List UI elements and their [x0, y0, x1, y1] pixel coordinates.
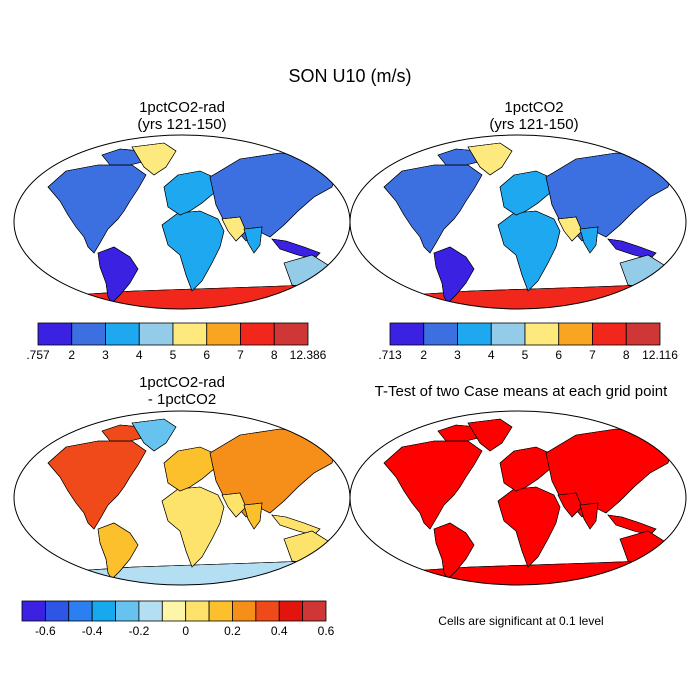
colorbar-control: .713 2 3 4 5 6 7 8 12.116: [378, 322, 678, 362]
panel-title-diff: 1pctCO2-rad - 1pctCO2: [62, 374, 302, 408]
colorbar-swatch: [44, 600, 70, 622]
colorbar-swatch: [273, 322, 309, 346]
colorbar-tick-label: 2: [420, 348, 427, 362]
colorbar-swatch: [302, 600, 327, 622]
colorbar-swatch: [185, 600, 210, 622]
colorbar-swatch: [115, 600, 140, 622]
panel-title-control: 1pctCO2 (yrs 121-150): [414, 99, 654, 133]
colorbar-swatch: [524, 322, 560, 346]
colorbar-tick-label: .757: [26, 348, 50, 362]
colorbar-difference: -0.6 -0.4 -0.2 0 0.2 0.4 0.6: [21, 600, 335, 638]
colorbar-tick-label: 4: [488, 348, 495, 362]
panel-title-line1: 1pctCO2: [504, 99, 564, 116]
panel-title-rad: 1pctCO2-rad (yrs 121-150): [62, 99, 302, 133]
colorbar-swatch: [389, 322, 425, 346]
colorbar-tick-label: 2: [68, 348, 75, 362]
colorbar-swatch: [37, 322, 73, 346]
colorbar-swatch: [255, 600, 280, 622]
colorbar-swatch: [278, 600, 304, 622]
colorbar-swatch: [138, 322, 174, 346]
colorbar-swatch: [206, 322, 241, 346]
colorbar-swatch: [138, 600, 163, 622]
colorbar-tick-label: -0.6: [35, 624, 56, 638]
colorbar-swatch: [625, 322, 661, 346]
map-border: [349, 410, 687, 586]
colorbar-tick-label: 5: [170, 348, 177, 362]
map-border: [349, 134, 687, 310]
map-panel-difference: [13, 410, 351, 586]
colorbar-swatch: [423, 322, 458, 346]
colorbar-tick-label: 0.6: [318, 624, 335, 638]
colorbar-swatch: [232, 600, 257, 622]
colorbar-swatch: [91, 600, 116, 622]
map-panel-control: [349, 134, 687, 310]
colorbar-tick-label: 3: [102, 348, 109, 362]
colorbar-swatch: [71, 322, 106, 346]
colorbar-tick-label: 6: [203, 348, 210, 362]
panel-title-line1: 1pctCO2-rad: [139, 374, 225, 391]
colorbar-tick-label: 6: [555, 348, 562, 362]
colorbar-tick-label: 12.116: [642, 348, 678, 362]
colorbar-tick-label: 7: [589, 348, 596, 362]
colorbar-tick-label: 0.4: [271, 624, 288, 638]
panel-title-line2: (yrs 121-150): [489, 116, 579, 133]
colorbar-swatch: [592, 322, 627, 346]
colorbar-swatch: [457, 322, 492, 346]
colorbar-swatch: [68, 600, 93, 622]
colorbar-tick-label: 7: [237, 348, 244, 362]
colorbar-swatch: [172, 322, 208, 346]
colorbar-tick-label: -0.2: [129, 624, 150, 638]
colorbar-tick-label: 8: [623, 348, 630, 362]
significance-note: Cells are significant at 0.1 level: [438, 614, 604, 628]
colorbar-tick-label: 0.2: [224, 624, 241, 638]
colorbar-swatch: [161, 600, 187, 622]
colorbar-tick-label: 5: [522, 348, 529, 362]
colorbar-tick-label: .713: [378, 348, 402, 362]
figure-title: SON U10 (m/s): [288, 66, 412, 86]
panel-title-line2: (yrs 121-150): [137, 116, 227, 133]
colorbar-swatch: [490, 322, 526, 346]
colorbar-swatch: [21, 600, 46, 622]
colorbar-tick-label: 4: [136, 348, 143, 362]
colorbar-swatch: [208, 600, 233, 622]
colorbar-rad: .757 2 3 4 5 6 7 8 12.386: [26, 322, 327, 362]
colorbar-swatch: [240, 322, 275, 346]
colorbar-swatch: [105, 322, 140, 346]
panel-title-line2: - 1pctCO2: [147, 391, 217, 408]
colorbar-tick-label: -0.4: [82, 624, 103, 638]
map-panel-ttest: [349, 410, 687, 586]
colorbars: .757 2 3 4 5 6 7 8 12.386.713 2 3 4 5 6 7 8 12.116-0.6 -0…: [21, 322, 678, 638]
colorbar-tick-label: 8: [271, 348, 278, 362]
colorbar-tick-label: 0: [182, 624, 189, 638]
map-panel-rad: [13, 134, 351, 310]
colorbar-tick-label: 12.386: [290, 348, 327, 362]
panel-title-line1: 1pctCO2-rad: [139, 99, 225, 116]
colorbar-tick-label: 3: [454, 348, 461, 362]
panel-title-ttest: T-Test of two Case means at each grid po…: [374, 383, 668, 400]
colorbar-swatch: [558, 322, 593, 346]
